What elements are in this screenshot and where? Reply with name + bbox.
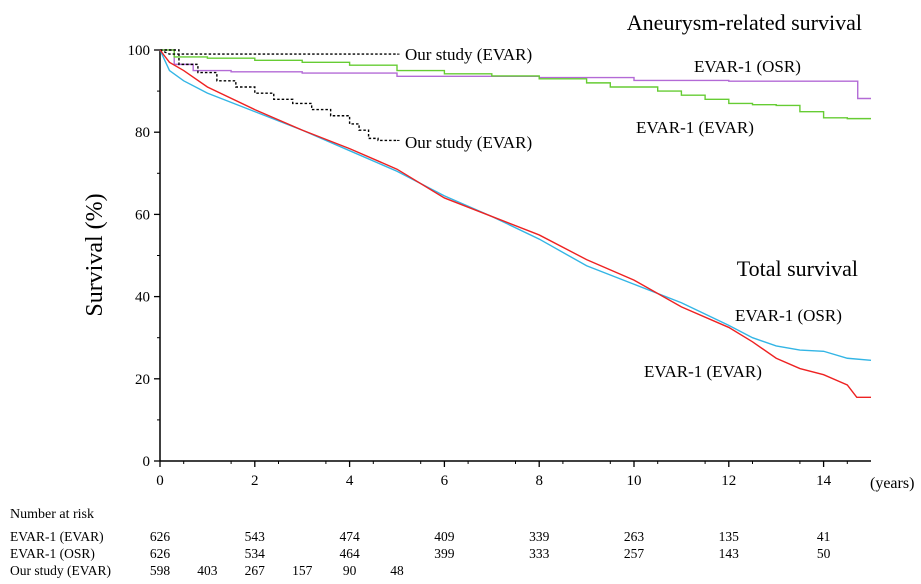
x-tick-label: 12 — [721, 473, 736, 489]
risk-value: 267 — [245, 563, 266, 578]
risk-value: 90 — [343, 563, 357, 578]
y-tick-label: 100 — [128, 43, 151, 59]
risk-value: 403 — [197, 563, 218, 578]
risk-table-title: Number at risk — [10, 507, 94, 522]
risk-value: 543 — [245, 529, 266, 544]
series-line-evar-1-evar-aneurysm-related-survival — [160, 49, 871, 120]
risk-value: 464 — [339, 546, 360, 561]
series-lines — [159, 49, 872, 398]
x-tick-label: 2 — [251, 473, 259, 489]
risk-value: 48 — [390, 563, 404, 578]
risk-table: Number at risk EVAR-1 (EVAR) 626 543 474 409… — [10, 507, 831, 578]
x-tick-label: 6 — [441, 473, 449, 489]
annotation-evar1-evar-aneurysm: EVAR-1 (EVAR) — [636, 118, 754, 137]
risk-value: 157 — [292, 563, 313, 578]
series-line-our-study-evar-total-survival — [160, 49, 397, 142]
risk-value: 50 — [817, 546, 831, 561]
risk-value: 143 — [719, 546, 740, 561]
y-tick-label: 80 — [135, 125, 150, 141]
risk-value: 135 — [719, 529, 740, 544]
risk-value: 399 — [434, 546, 455, 561]
series-line-evar-1-evar-total-survival — [159, 49, 871, 398]
axes: 0 2 4 6 8 10 12 14 0 20 40 60 80 100 — [128, 43, 871, 489]
risk-value: 339 — [529, 529, 550, 544]
annotation-our-study-lower: Our study (EVAR) — [405, 133, 532, 152]
x-tick-label: 0 — [156, 473, 164, 489]
risk-value: 534 — [245, 546, 266, 561]
annotation-evar1-evar-total: EVAR-1 (EVAR) — [644, 362, 762, 381]
annotation-our-study-upper: Our study (EVAR) — [405, 45, 532, 64]
risk-row-label: Our study (EVAR) — [10, 563, 111, 578]
group-label-total: Total survival — [737, 256, 858, 281]
y-tick-label: 60 — [135, 207, 150, 223]
y-axis-label: Survival (%) — [82, 193, 108, 316]
risk-value: 263 — [624, 529, 645, 544]
y-tick-label: 0 — [143, 454, 151, 470]
x-tick-label: 8 — [535, 473, 543, 489]
risk-value: 333 — [529, 546, 550, 561]
series-line-evar-1-osr-total-survival — [159, 49, 872, 362]
series-line-evar-1-osr-aneurysm-related-survival — [160, 49, 871, 100]
risk-value: 409 — [434, 529, 455, 544]
x-tick-label: 10 — [627, 473, 642, 489]
y-tick-label: 40 — [135, 290, 150, 306]
x-tick-label: 14 — [816, 473, 832, 489]
x-axis-unit: (years) — [870, 475, 914, 492]
annotation-evar1-osr-total: EVAR-1 (OSR) — [735, 306, 842, 325]
risk-value: 626 — [150, 529, 171, 544]
risk-value: 598 — [150, 563, 171, 578]
series-labels: Aneurysm-related survival Total survival… — [82, 10, 914, 492]
y-tick-label: 20 — [135, 372, 150, 388]
risk-row-label: EVAR-1 (OSR) — [10, 546, 95, 561]
x-tick-label: 4 — [346, 473, 354, 489]
risk-value: 474 — [339, 529, 360, 544]
annotation-evar1-osr-aneurysm: EVAR-1 (OSR) — [694, 57, 801, 76]
risk-value: 626 — [150, 546, 171, 561]
series-line-our-study-evar-aneurysm-related-survival — [159, 49, 397, 55]
risk-value: 41 — [817, 529, 831, 544]
group-label-aneurysm: Aneurysm-related survival — [627, 10, 862, 35]
risk-row-label: EVAR-1 (EVAR) — [10, 529, 104, 544]
risk-value: 257 — [624, 546, 645, 561]
